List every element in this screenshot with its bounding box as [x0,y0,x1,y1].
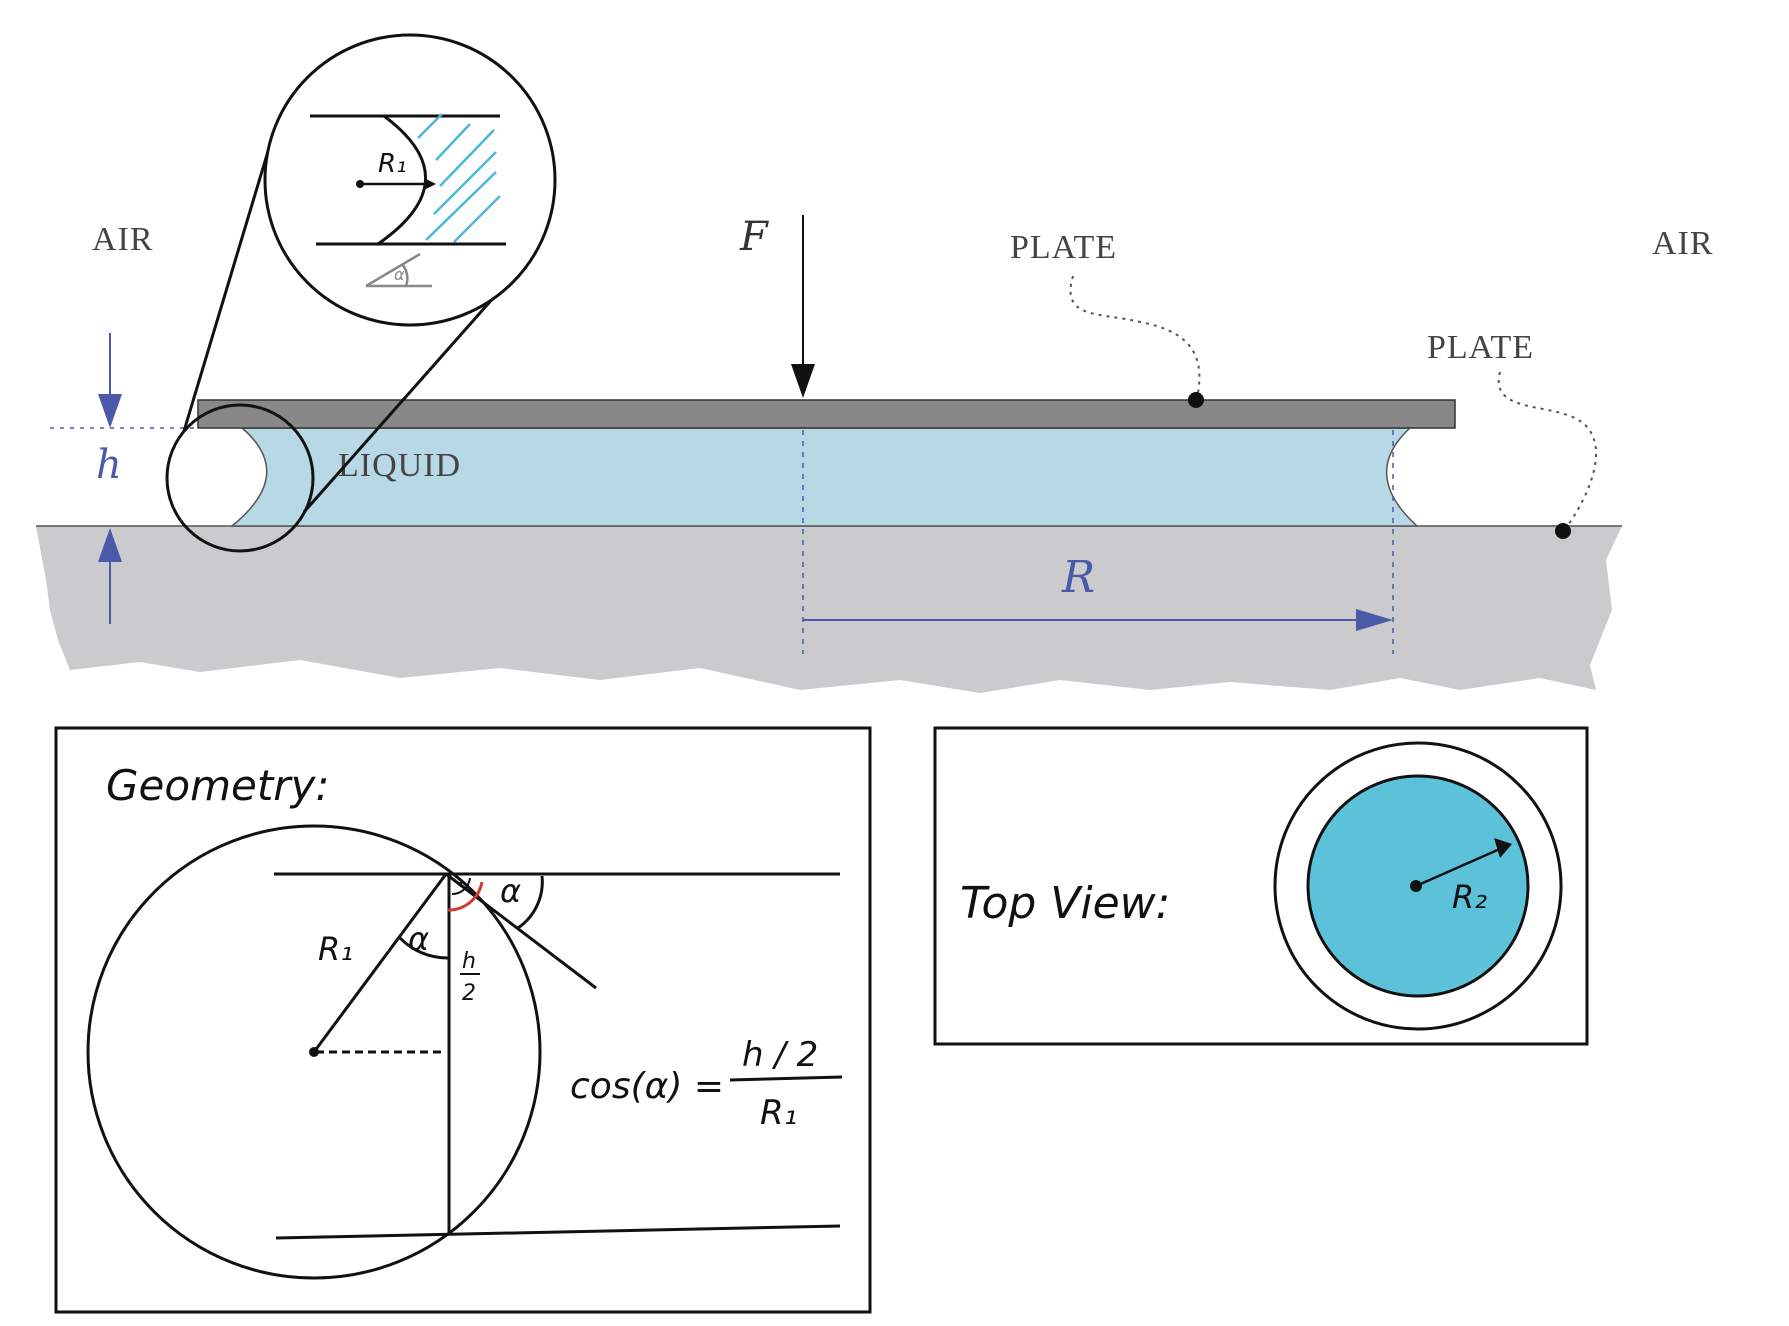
geometry-circle [86,824,542,1280]
hatch-lines [417,113,501,243]
geometry-red-angle-arc [447,881,484,912]
force-arrow-head [791,364,815,398]
geometry-half-h-num: h [462,949,476,974]
top-view-r2-label: R₂ [1452,878,1487,916]
geometry-outer-angle-arc [517,875,544,930]
liquid-layer [229,427,1419,527]
meniscus-zoom-marker [165,403,315,553]
radius-label: R [1061,552,1095,603]
plate-top-leader-dot [1188,392,1204,408]
plate-bottom-leader-dot [1555,523,1571,539]
plate-label-top: PLATE [1010,229,1117,266]
geometry-panel: Geometry: α α R₁ h 2 cos(α) = h / 2 R₁ [54,726,872,1314]
air-label-right: AIR [1652,225,1714,262]
air-label-left: AIR [92,221,154,258]
formula-lhs: cos(α) = [570,1066,724,1107]
zoom-detail-content: R₁ α [310,113,506,288]
formula-numerator: h / 2 [742,1035,818,1075]
formula-fraction-bar [729,1075,843,1082]
liquid-label: LIQUID [338,447,461,484]
height-label: h [96,442,122,488]
top-view-panel: Top View: R₂ [933,726,1589,1046]
geometry-r1-label: R₁ [318,930,353,968]
top-view-r2-arrow [1415,846,1503,888]
zoom-connector-right [302,295,497,513]
zoom-angle-label: α [394,265,405,284]
plate-label-bottom: PLATE [1427,329,1534,366]
geometry-right-angle-arc [451,877,471,896]
zoom-r1-label: R₁ [378,149,407,179]
radius-arrow-head [1356,609,1393,631]
geometry-alpha-inner: α [408,920,429,958]
height-arrow-top-head [98,394,122,428]
force-label: F [739,214,769,260]
zoom-detail-circle [263,33,557,327]
bottom-plate-ground [36,526,1622,693]
zoom-connector-left [182,137,274,432]
geometry-inner-angle-arc [398,936,449,960]
plate-bottom-leader [1497,371,1597,529]
top-view-title: Top View: [960,878,1170,929]
top-plate [197,399,1456,429]
formula-denominator: R₁ [760,1093,797,1133]
height-arrow-bottom-head [98,528,122,562]
geometry-center-dot [309,1047,319,1057]
geometry-radius-line [312,873,448,1053]
geometry-tangent-line [445,872,597,990]
geometry-bottom-line [275,1224,841,1240]
geometry-alpha-outer: α [500,872,521,910]
geometry-title: Geometry: [106,761,330,810]
geometry-half-h-den: 2 [462,981,476,1006]
plate-top-leader [1069,275,1201,399]
